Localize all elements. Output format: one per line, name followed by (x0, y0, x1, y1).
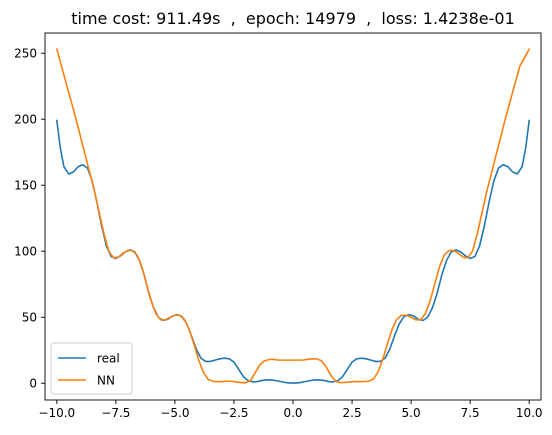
x-tick-label: 5.0 (402, 406, 421, 420)
x-tick-label: 7.5 (461, 406, 480, 420)
chart-title: time cost: 911.49s , epoch: 14979 , loss… (71, 9, 515, 28)
y-tick-label: 0 (29, 377, 37, 391)
x-tick-label: 0.0 (283, 406, 302, 420)
x-tick-label: 2.5 (343, 406, 362, 420)
x-tick-label: −5.0 (160, 406, 189, 420)
y-tick-label: 250 (14, 47, 37, 61)
y-tick-label: 150 (14, 179, 37, 193)
legend-label-nn: NN (97, 374, 115, 388)
x-tick-label: −2.5 (219, 406, 248, 420)
x-tick-label: −10.0 (38, 406, 75, 420)
series-line-nn (55, 48, 531, 384)
axis-ticks: −10.0 −7.5 −5.0 −2.5 0.0 2.5 5.0 7.5 10.0 0 50 100 1… (14, 47, 542, 420)
y-tick-label: 100 (14, 245, 37, 259)
y-tick-label: 50 (22, 311, 37, 325)
x-tick-label: −7.5 (101, 406, 130, 420)
y-tick-label: 200 (14, 113, 37, 127)
x-tick-label: 10.0 (516, 406, 543, 420)
legend-label-real: real (97, 352, 120, 366)
legend: real NN (50, 342, 133, 395)
legend-box (50, 342, 133, 395)
